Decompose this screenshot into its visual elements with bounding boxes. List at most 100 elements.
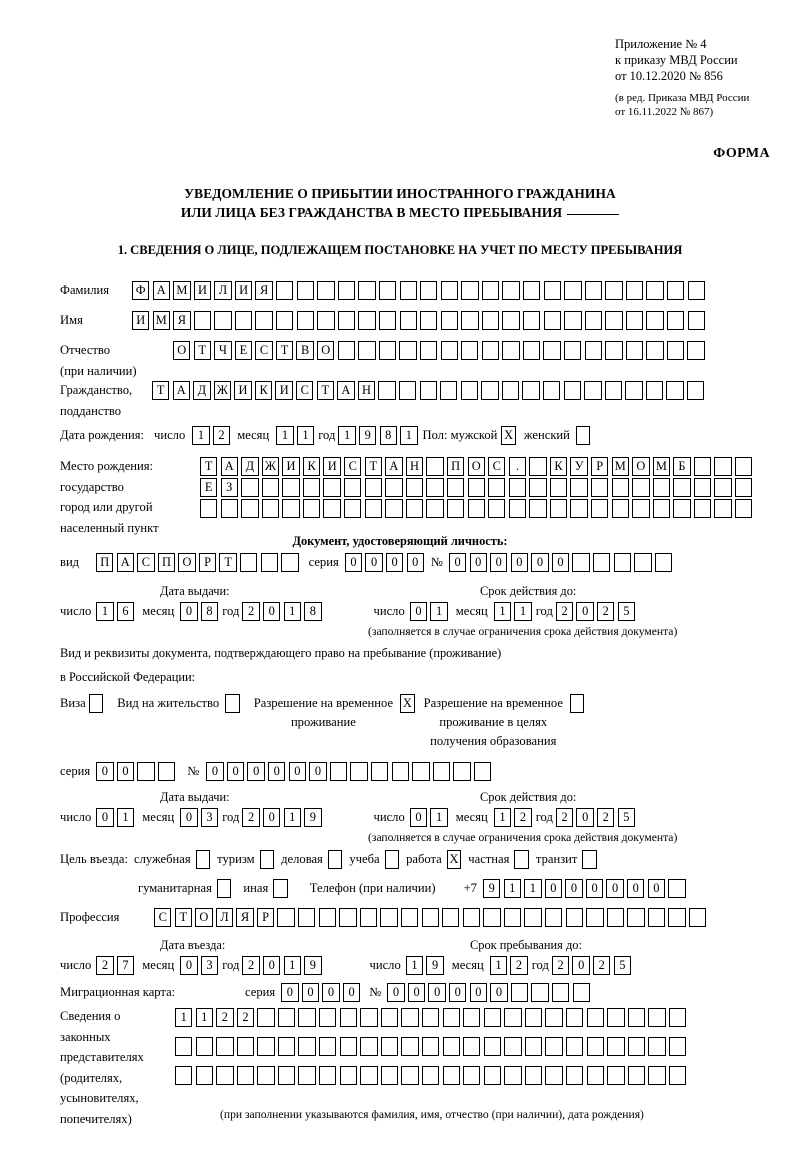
grid-cell[interactable] xyxy=(317,311,335,330)
grid-cell[interactable]: 0 xyxy=(490,983,508,1002)
grid-cell[interactable] xyxy=(572,983,590,1002)
grid-cell[interactable] xyxy=(339,908,357,927)
grid-cell[interactable]: 0 xyxy=(572,956,590,975)
grid-cell[interactable] xyxy=(440,281,459,300)
grid-cell[interactable] xyxy=(175,1037,193,1056)
grid-cell[interactable]: З xyxy=(220,478,238,497)
grid-cell[interactable] xyxy=(503,908,522,927)
grid-cell[interactable] xyxy=(627,1037,646,1056)
grid-cell[interactable] xyxy=(584,341,602,360)
grid-cell[interactable]: 9 xyxy=(304,956,322,975)
grid-cell[interactable]: 2 xyxy=(242,602,260,621)
grid-cell[interactable] xyxy=(277,1008,296,1027)
grid-cell[interactable] xyxy=(549,499,568,518)
grid-cell[interactable] xyxy=(339,1037,358,1056)
grid-cell[interactable] xyxy=(529,499,547,518)
grid-cell[interactable] xyxy=(565,1037,584,1056)
grid-cell[interactable] xyxy=(502,311,520,330)
grid-cell[interactable]: Л xyxy=(214,281,232,300)
grid-cell[interactable] xyxy=(344,478,362,497)
grid-cell[interactable] xyxy=(337,311,356,330)
grid-cell[interactable]: 8 xyxy=(379,426,397,445)
grid-cell[interactable]: 9 xyxy=(358,426,377,445)
grid-cell[interactable] xyxy=(504,1037,522,1056)
grid-cell[interactable] xyxy=(241,499,259,518)
grid-cell[interactable] xyxy=(380,1037,399,1056)
grid-cell[interactable]: 0 xyxy=(469,983,488,1002)
grid-cell[interactable] xyxy=(605,281,623,300)
grid-cell[interactable] xyxy=(419,341,438,360)
grid-cell[interactable]: Р xyxy=(590,457,609,476)
grid-cell[interactable] xyxy=(693,457,712,476)
grid-cell[interactable]: О xyxy=(178,553,196,572)
grid-cell[interactable] xyxy=(234,311,253,330)
grid-cell[interactable] xyxy=(625,381,643,400)
grid-cell[interactable]: И xyxy=(234,381,252,400)
grid-cell[interactable] xyxy=(481,341,500,360)
grid-cell[interactable]: Т xyxy=(200,457,218,476)
grid-cell[interactable] xyxy=(195,1037,213,1056)
grid-cell[interactable] xyxy=(240,553,258,572)
grid-cell[interactable]: Р xyxy=(198,553,217,572)
grid-cell[interactable] xyxy=(241,478,259,497)
grid-cell[interactable]: 2 xyxy=(96,956,114,975)
grid-cell[interactable] xyxy=(193,311,212,330)
grid-cell[interactable] xyxy=(257,1066,275,1085)
grid-cell[interactable]: 1 xyxy=(283,808,301,827)
grid-cell[interactable] xyxy=(175,1066,193,1085)
grid-cell[interactable] xyxy=(586,1066,604,1085)
grid-cell[interactable] xyxy=(607,1037,625,1056)
grid-cell[interactable]: П xyxy=(96,553,114,572)
grid-cell[interactable]: М xyxy=(652,457,671,476)
grid-cell[interactable] xyxy=(543,281,561,300)
grid-cell[interactable]: 0 xyxy=(342,983,361,1002)
grid-cell[interactable]: О xyxy=(632,457,650,476)
grid-cell[interactable]: Т xyxy=(275,341,294,360)
temp-residence-checkbox[interactable]: X xyxy=(400,694,415,713)
grid-cell[interactable] xyxy=(645,381,664,400)
grid-cell[interactable] xyxy=(296,311,315,330)
grid-cell[interactable] xyxy=(606,908,625,927)
grid-cell[interactable]: 0 xyxy=(288,762,307,781)
grid-cell[interactable]: 0 xyxy=(409,602,428,621)
entry-purpose-option-checkbox[interactable]: X xyxy=(446,850,462,869)
grid-cell[interactable] xyxy=(625,311,644,330)
grid-cell[interactable]: 0 xyxy=(449,983,467,1002)
grid-cell[interactable]: 5 xyxy=(617,602,636,621)
grid-cell[interactable]: 0 xyxy=(365,553,383,572)
grid-cell[interactable]: 0 xyxy=(268,762,286,781)
grid-cell[interactable] xyxy=(391,762,409,781)
grid-cell[interactable] xyxy=(545,1037,563,1056)
grid-cell[interactable] xyxy=(481,311,500,330)
grid-cell[interactable]: 7 xyxy=(116,956,135,975)
grid-cell[interactable] xyxy=(426,499,444,518)
grid-cell[interactable] xyxy=(648,1037,666,1056)
grid-cell[interactable]: 1 xyxy=(175,1008,193,1027)
grid-cell[interactable]: С xyxy=(137,553,155,572)
grid-cell[interactable]: 0 xyxy=(551,553,570,572)
grid-cell[interactable] xyxy=(302,478,321,497)
grid-cell[interactable] xyxy=(380,1066,399,1085)
grid-cell[interactable] xyxy=(462,908,481,927)
grid-cell[interactable]: 6 xyxy=(116,602,135,621)
grid-cell[interactable] xyxy=(693,499,712,518)
grid-cell[interactable]: М xyxy=(152,311,170,330)
grid-cell[interactable] xyxy=(584,281,603,300)
grid-cell[interactable]: М xyxy=(173,281,191,300)
grid-cell[interactable] xyxy=(385,499,403,518)
grid-cell[interactable] xyxy=(522,341,541,360)
grid-cell[interactable] xyxy=(298,908,316,927)
grid-cell[interactable]: 9 xyxy=(482,879,501,898)
grid-cell[interactable] xyxy=(545,1008,563,1027)
grid-cell[interactable] xyxy=(214,311,232,330)
grid-cell[interactable] xyxy=(687,381,705,400)
grid-cell[interactable] xyxy=(483,1066,502,1085)
grid-cell[interactable]: Т xyxy=(364,457,383,476)
